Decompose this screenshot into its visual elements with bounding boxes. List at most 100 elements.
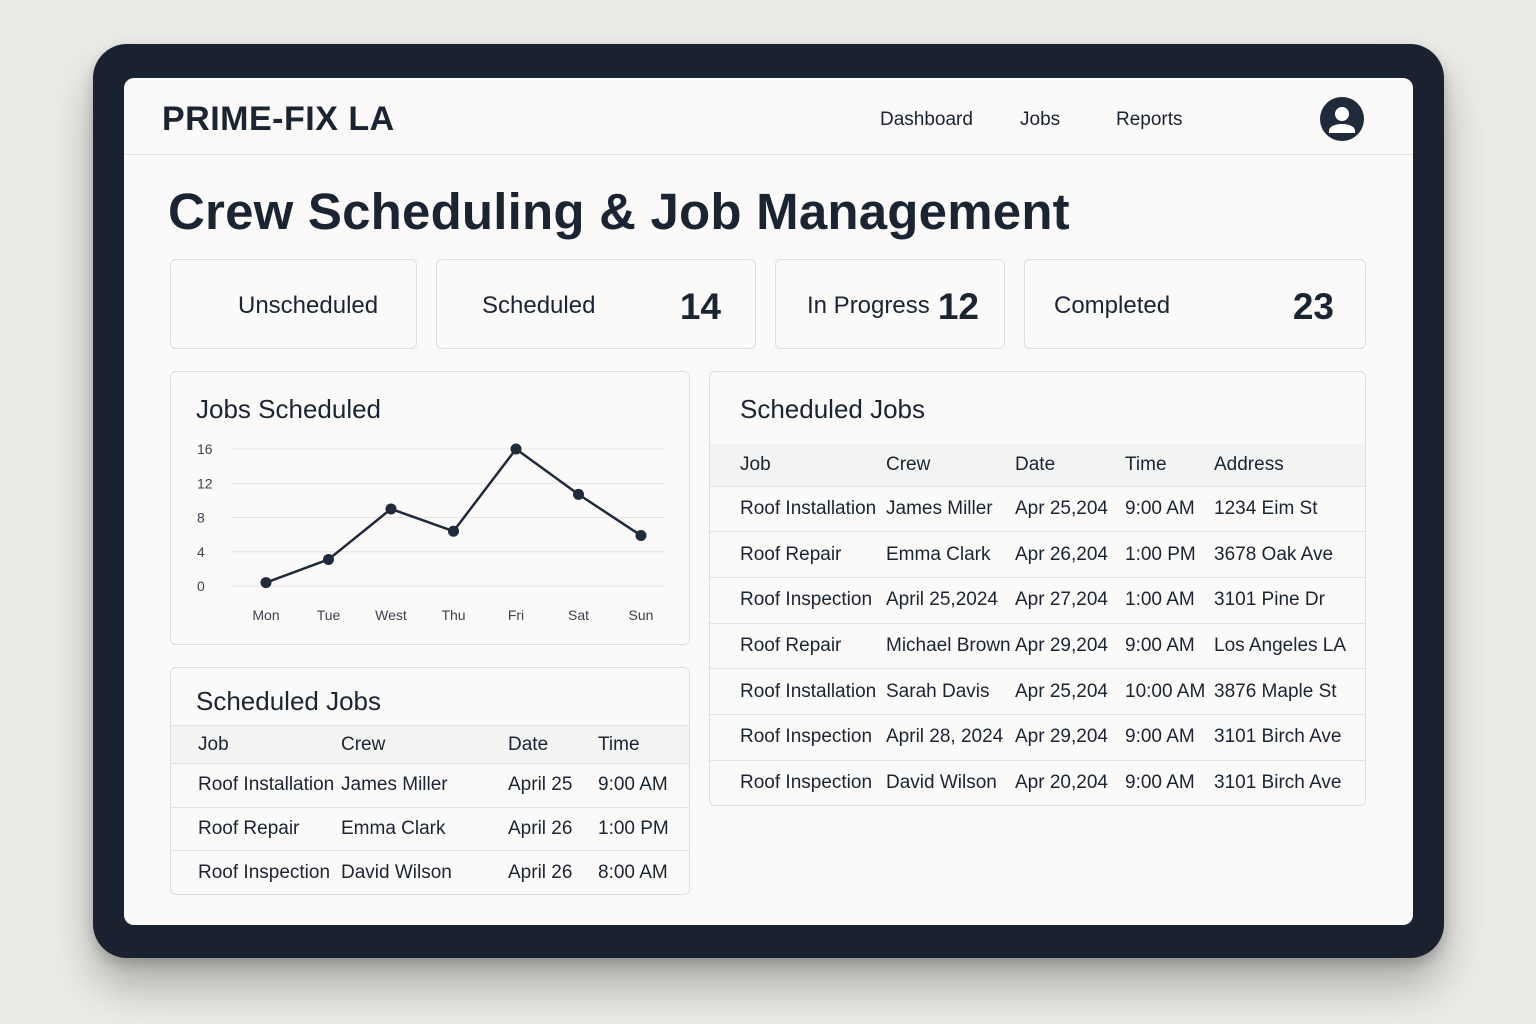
cell-crew: Emma Clark [886,531,1015,578]
stat-label: Unscheduled [238,292,379,319]
stat-card-unscheduled[interactable]: Unscheduled [170,259,417,349]
chart-data-point [510,443,522,455]
cell-job: Roof Repair [171,806,341,851]
nav-jobs[interactable]: Jobs [1020,109,1061,130]
cell-job: Roof Inspection [710,713,886,761]
cell-job: Roof Inspection [710,576,886,624]
column-header-job[interactable]: Job [710,444,886,486]
cell-crew: April 28, 2024 [886,713,1015,761]
cell-time: 9:00 AM [598,763,689,808]
chart-data-point [385,503,397,515]
cell-address: 3101 Pine Dr [1214,576,1365,624]
cell-date: April 26 [508,806,598,851]
scheduled-jobs-table: Job Crew Date Time Address Roof Installa… [710,444,1365,806]
cell-address: 1234 Eim St [1214,485,1365,532]
table-row[interactable]: Roof Inspection David Wilson April 26 8:… [171,850,689,895]
cell-address: Los Angeles LA [1214,622,1365,669]
cell-time: 9:00 AM [1125,713,1214,761]
column-header-time[interactable]: Time [598,725,689,764]
table-row[interactable]: Roof Inspection April 28, 2024 Apr 29,204 9… [710,713,1365,761]
cell-date: Apr 20,204 [1015,759,1125,806]
cell-date: Apr 25,204 [1015,485,1125,532]
column-header-address[interactable]: Address [1214,444,1365,486]
stat-label: In Progress [807,292,930,319]
cell-time: 1:00 PM [598,806,689,851]
nav-reports[interactable]: Reports [1116,109,1183,130]
small-table-title: Scheduled Jobs [196,686,382,716]
user-avatar-icon[interactable] [1320,97,1364,141]
chart-x-tick-label: Mon [252,607,279,623]
cell-crew: David Wilson [886,759,1015,806]
column-header-crew[interactable]: Crew [886,444,1015,486]
cell-time: 8:00 AM [598,850,689,895]
app-screen: PRIME-FIX LA Dashboard Jobs Reports Crew… [124,78,1413,925]
cell-job: Roof Inspection [171,850,341,895]
stat-card-in-progress[interactable]: In Progress 12 [775,259,1005,349]
chart-data-point [260,577,272,589]
cell-date: Apr 29,204 [1015,622,1125,669]
nav-dashboard[interactable]: Dashboard [880,109,973,130]
cell-job: Roof Installation [710,485,886,532]
stat-card-scheduled[interactable]: Scheduled 14 [436,259,756,349]
column-header-crew[interactable]: Crew [341,725,508,764]
cell-crew: Emma Clark [341,806,508,851]
stat-value: 14 [679,286,721,327]
table-row[interactable]: Roof Installation Sarah Davis Apr 25,204 10… [710,668,1365,715]
table-row[interactable]: Roof Inspection April 25,2024 Apr 27,204 1:… [710,576,1365,624]
table-row[interactable]: Roof Inspection David Wilson Apr 20,204 9:0… [710,759,1365,806]
cell-date: April 25 [508,763,598,808]
brand-logo[interactable]: PRIME-FIX LA [162,100,395,138]
scheduled-jobs-card: Scheduled Jobs Job Crew Date Time Addres… [709,371,1366,806]
stat-value: 23 [1292,286,1334,327]
cell-date: Apr 26,204 [1015,531,1125,578]
chart-data-point [323,553,334,565]
cell-time: 10:00 AM [1125,668,1214,715]
page-title: Crew Scheduling & Job Management [168,183,1070,240]
cell-crew: Michael Brown [886,622,1015,669]
cell-crew: David Wilson [341,850,508,895]
chart-title: Jobs Scheduled [196,394,382,424]
scheduled-jobs-small-card: Scheduled Jobs Job Crew Date Time Roof I… [170,667,690,895]
cell-address: 3876 Maple St [1214,668,1365,715]
chart-x-tick-label: Sat [568,607,589,623]
stat-value: 12 [937,286,979,327]
scheduled-jobs-small-table: Job Crew Date Time Roof Installation Jam… [171,725,689,895]
cell-job: Roof Repair [710,531,886,578]
cell-address: 3678 Oak Ave [1214,531,1365,578]
chart-y-tick-label: 0 [197,578,205,594]
cell-address: 3101 Birch Ave [1214,713,1365,761]
chart-x-tick-label: Thu [441,607,465,623]
chart-data-point [573,488,584,500]
chart-y-tick-label: 16 [197,441,213,457]
chart-series-line [265,447,642,584]
table-row[interactable]: Roof Repair Michael Brown Apr 29,204 9:00 A… [710,622,1365,669]
cell-date: Apr 29,204 [1015,713,1125,761]
column-header-job[interactable]: Job [171,725,341,764]
table-row[interactable]: Roof Installation James Miller April 25 … [171,763,689,808]
cell-crew: James Miller [886,485,1015,532]
stat-card-completed[interactable]: Completed 23 [1024,259,1366,349]
cell-job: Roof Installation [710,668,886,715]
table-row[interactable]: Roof Repair Emma Clark April 26 1:00 PM [171,806,689,851]
cell-date: Apr 25,204 [1015,668,1125,715]
table-row[interactable]: Roof Repair Emma Clark Apr 26,204 1:00 PM 36… [710,531,1365,578]
chart-card: Jobs Scheduled 16 12 8 4 0 Mon Tue West Thu Fri Sa… [170,371,690,645]
big-table-title: Scheduled Jobs [740,394,926,424]
table-row[interactable]: Roof Installation James Miller Apr 25,204 9… [710,485,1365,532]
chart-y-tick-label: 8 [197,510,205,526]
chart-x-tick-label: Fri [508,607,524,623]
cell-time: 9:00 AM [1125,759,1214,806]
table-header-row: Job Crew Date Time [171,725,689,764]
cell-crew: Sarah Davis [886,668,1015,715]
cell-address: 3101 Birch Ave [1214,759,1365,806]
cell-date: Apr 27,204 [1015,576,1125,624]
column-header-time[interactable]: Time [1125,444,1214,486]
chart-x-tick-label: West [375,607,407,623]
column-header-date[interactable]: Date [508,725,598,764]
table-header-row: Job Crew Date Time Address [710,444,1365,486]
stat-label: Scheduled [482,292,596,319]
stat-label: Completed [1054,292,1171,319]
cell-time: 1:00 AM [1125,576,1214,624]
column-header-date[interactable]: Date [1015,444,1125,486]
cell-time: 1:00 PM [1125,531,1214,578]
